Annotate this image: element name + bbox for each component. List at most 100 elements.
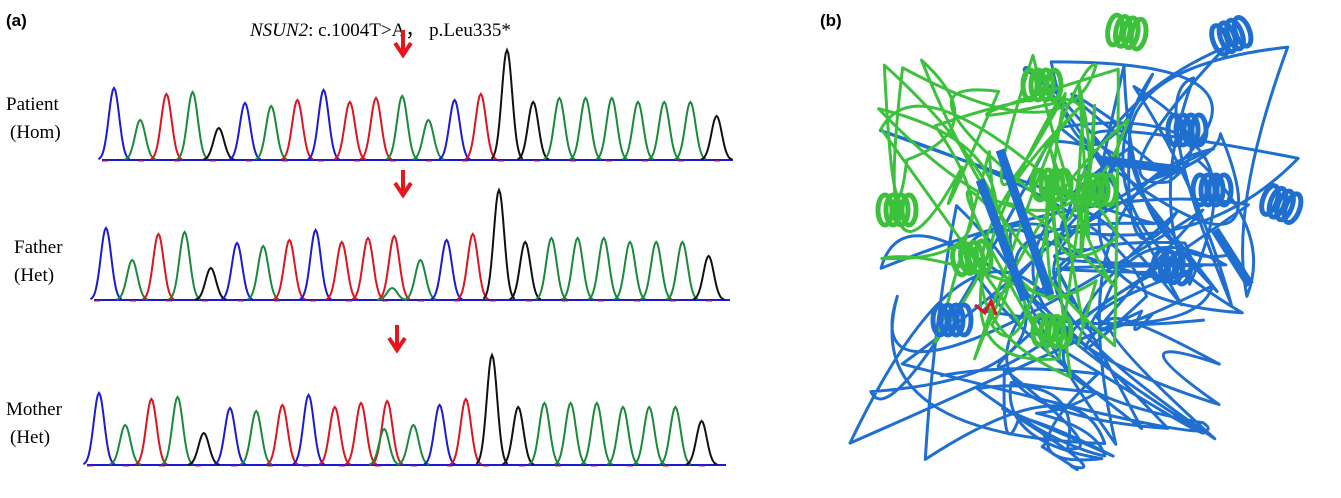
peak — [423, 403, 456, 466]
helix-turn — [1181, 112, 1201, 148]
panel-label: (b) — [820, 11, 842, 30]
peak — [378, 234, 411, 301]
helix-turn — [1214, 172, 1234, 208]
peak — [569, 96, 602, 161]
peak — [404, 258, 437, 301]
peak — [490, 47, 524, 160]
peak — [621, 100, 655, 161]
protein-structure — [848, 12, 1304, 471]
peak — [168, 230, 201, 301]
helix-turn — [973, 238, 994, 274]
peak — [561, 236, 594, 301]
mutation-title: NSUN2: c.1004T>A， p.Leu335* — [249, 20, 511, 41]
peak — [674, 100, 707, 161]
peak — [430, 238, 463, 301]
peak — [307, 88, 340, 161]
peak — [377, 286, 408, 301]
helix-turn — [1046, 167, 1066, 203]
peak — [150, 92, 183, 161]
peak — [368, 427, 400, 466]
peak — [359, 96, 393, 161]
peak — [449, 397, 482, 466]
peak — [266, 403, 299, 466]
peak — [318, 405, 351, 466]
peak — [124, 118, 157, 161]
peak — [255, 104, 288, 161]
helix-turn — [1044, 67, 1064, 103]
peak — [517, 100, 550, 161]
peak — [97, 86, 131, 161]
peak — [543, 96, 576, 161]
helix-turn — [899, 192, 919, 228]
row-genotype: (Het) — [10, 427, 50, 448]
peak — [659, 405, 692, 466]
helix-turn — [1173, 251, 1194, 287]
panel-label: (a) — [6, 11, 27, 30]
peak — [595, 96, 628, 161]
peak — [325, 240, 358, 301]
peak — [535, 236, 568, 301]
peak — [194, 266, 227, 301]
peak — [666, 240, 699, 301]
helix-turn — [965, 239, 986, 275]
peak — [502, 405, 535, 466]
peak — [273, 238, 306, 301]
helix-turn — [1206, 172, 1226, 208]
arrow — [393, 170, 413, 199]
peak — [116, 258, 149, 301]
peak — [554, 401, 587, 466]
peak — [456, 232, 489, 301]
peak — [213, 406, 247, 466]
peak — [220, 241, 254, 301]
peak — [281, 98, 314, 161]
peak — [700, 114, 733, 161]
helix-turn — [891, 192, 911, 228]
peak — [438, 98, 471, 161]
peak — [692, 254, 725, 301]
helix-turn — [954, 302, 974, 338]
peak — [528, 401, 561, 466]
row-name: Patient — [6, 94, 59, 115]
peak — [371, 399, 404, 466]
peak — [685, 419, 718, 466]
peak — [240, 409, 273, 466]
arrow — [387, 325, 407, 354]
peak — [580, 401, 613, 466]
peak — [82, 391, 116, 466]
peak — [351, 236, 385, 301]
backbone — [1022, 45, 1300, 315]
peak — [386, 94, 419, 161]
helix-turn — [1120, 15, 1141, 51]
peak — [202, 126, 235, 161]
peak — [397, 423, 430, 466]
row-genotype: (Het) — [14, 265, 54, 286]
peak — [299, 228, 332, 301]
peak — [613, 240, 647, 301]
peak — [292, 393, 325, 466]
mutation-text: : c.1004T>A， p.Leu335* — [308, 20, 511, 41]
helix-turn — [1274, 188, 1296, 223]
peak — [333, 100, 366, 161]
strand — [1211, 227, 1254, 288]
strand — [975, 178, 1030, 302]
peak — [187, 431, 220, 466]
helix-turn — [1231, 14, 1254, 49]
peak — [640, 240, 673, 301]
peak — [587, 236, 620, 301]
row-labels: Patient (Hom) Father (Het) Mother (Het) — [6, 94, 63, 448]
helix-turn — [1128, 16, 1149, 52]
peak — [89, 226, 123, 301]
peak — [161, 395, 194, 466]
helix-turn — [1224, 17, 1246, 52]
peak — [135, 397, 168, 466]
gene-name: NSUN2 — [249, 20, 309, 41]
peak — [464, 92, 497, 161]
chromatograms — [82, 30, 733, 467]
peak — [475, 352, 509, 465]
peak — [509, 240, 542, 301]
backbone — [939, 367, 1115, 471]
helix-turn — [1054, 167, 1074, 203]
peak — [247, 244, 280, 301]
peak — [142, 232, 175, 301]
